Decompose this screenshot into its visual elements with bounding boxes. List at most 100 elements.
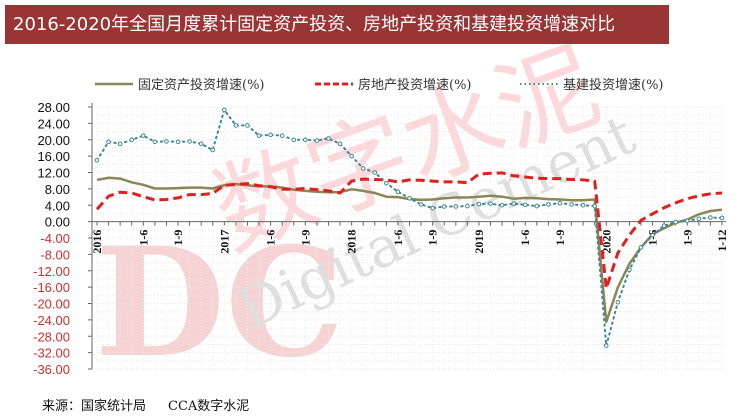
x-tick-label: 1-9 (298, 230, 312, 246)
source-org: CCA数字水泥 (168, 399, 250, 414)
legend-label: 房地产投资增速(%) (358, 77, 472, 93)
series-point (256, 133, 262, 138)
series-point (117, 141, 123, 147)
series-point (465, 203, 470, 209)
series-lines (94, 107, 725, 348)
series-point (187, 139, 192, 144)
series-point (152, 139, 158, 145)
series-point (407, 195, 412, 201)
chart-title: 2016-2020年全国月度累计固定资产投资、房地产投资和基建投资增速对比 (5, 5, 669, 44)
series-point (638, 245, 644, 250)
y-tick-label: 8.00 (45, 182, 70, 197)
series-point (696, 216, 702, 222)
y-tick-label: -12.00 (33, 264, 70, 279)
y-tick-label: -36.00 (33, 362, 70, 377)
series-point (349, 153, 354, 159)
series-point (198, 141, 204, 147)
series-point (708, 215, 713, 220)
series-point (488, 201, 493, 206)
series-point (546, 202, 551, 207)
y-tick-label: -32.00 (33, 346, 70, 361)
legend-label: 固定资产投资增速(%) (138, 77, 265, 93)
y-tick-label: 0.00 (45, 215, 70, 230)
x-tick-label: 1-9 (680, 230, 694, 246)
series-point (129, 137, 135, 143)
series-point (395, 189, 401, 195)
y-tick-label: -4.00 (40, 231, 70, 246)
y-tick-label: 16.00 (37, 149, 70, 164)
series-point (453, 204, 459, 209)
series-point (140, 133, 146, 138)
x-tick-label: 2020 (599, 230, 613, 254)
y-tick-label: -20.00 (33, 297, 70, 312)
series-point (661, 223, 667, 229)
series-point (650, 232, 655, 238)
series-point (233, 123, 239, 128)
x-tick-label: 2019 (472, 230, 486, 254)
series-point (534, 203, 540, 209)
series-point (592, 203, 597, 209)
series-point (627, 267, 632, 273)
x-tick-label: 1-12 (715, 230, 729, 252)
series-point (210, 147, 216, 153)
source-note: 来源：国家统计局 CCA数字水泥 (42, 395, 271, 414)
series-point (164, 139, 169, 144)
series-point (522, 202, 528, 208)
series-point (673, 219, 679, 225)
series-point (569, 202, 574, 207)
y-tick-label: 4.00 (45, 198, 70, 213)
series-point (430, 205, 435, 211)
series-point (418, 202, 424, 207)
series-point (441, 204, 447, 209)
series-point (326, 136, 331, 141)
series-point (222, 107, 227, 113)
y-tick-label: 28.00 (37, 100, 70, 115)
series-point (337, 141, 343, 147)
y-tick-label: 12.00 (37, 166, 70, 181)
x-tick-label: 1-6 (264, 230, 278, 246)
series-point (360, 166, 366, 171)
x-tick-label: 1-9 (426, 230, 440, 246)
x-tick-label: 1-9 (553, 230, 567, 246)
series-point (384, 180, 389, 186)
series-point (94, 157, 100, 163)
x-tick-label: 1-6 (136, 230, 150, 246)
grid (96, 106, 723, 370)
series-point (511, 201, 516, 206)
x-tick-label: 2017 (217, 230, 231, 254)
series-point (557, 200, 563, 206)
y-tick-label: -28.00 (33, 329, 70, 344)
x-tick-label: 2016 (90, 230, 104, 254)
series-point (372, 170, 378, 175)
series-point (291, 137, 297, 143)
series-point (245, 123, 250, 128)
y-tick-label: 24.00 (37, 116, 70, 131)
series-point (603, 343, 609, 348)
series-point (580, 202, 586, 208)
series-point (684, 218, 690, 224)
series-point (279, 133, 285, 138)
x-tick-label: 1-6 (391, 230, 405, 246)
x-tick-label: 1-6 (518, 230, 532, 246)
y-tick-label: -8.00 (40, 247, 70, 262)
series-point (175, 139, 181, 145)
y-tick-label: -16.00 (33, 280, 70, 295)
series-point (314, 138, 320, 143)
series-point (499, 202, 505, 208)
source-label: 来源：国家统计局 (42, 399, 147, 414)
y-tick-label: -24.00 (33, 313, 70, 328)
series-line-1 (95, 171, 723, 290)
series-point (303, 137, 308, 143)
series-point (268, 132, 273, 138)
series-point (476, 201, 482, 207)
y-tick-label: 20.00 (37, 133, 70, 148)
series-point (615, 299, 621, 305)
legend: 固定资产投资增速(%) 房地产投资增速(%) 基建投资增速(%) (95, 77, 664, 93)
legend-label: 基建投资增速(%) (563, 77, 664, 93)
x-tick-label: 1-9 (171, 230, 185, 246)
x-tick-label: 2018 (345, 230, 359, 254)
series-point (719, 215, 725, 221)
series-point (106, 139, 111, 145)
